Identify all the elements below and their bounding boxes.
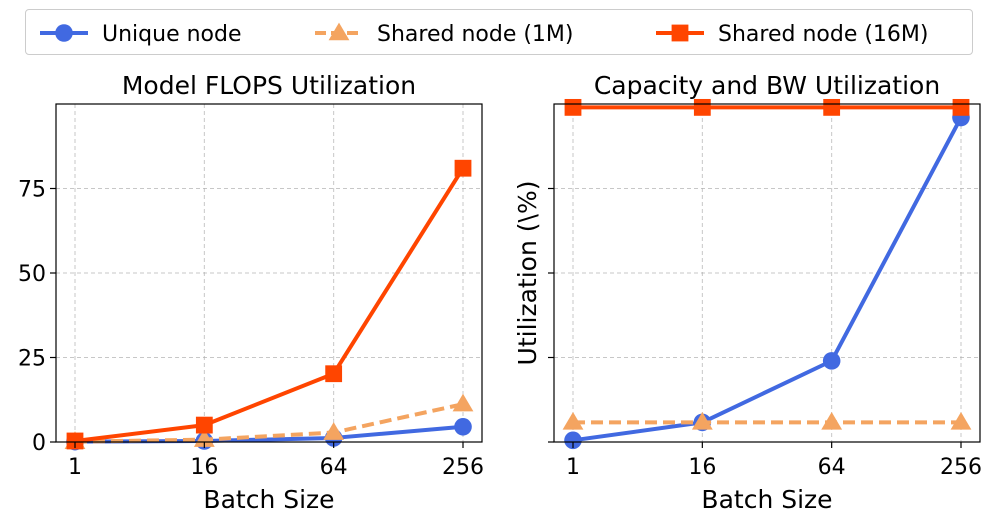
x-axis-label: Batch Size — [701, 485, 832, 514]
x-tick-label: 16 — [190, 455, 218, 480]
y-tick-label: 75 — [18, 178, 46, 203]
legend — [25, 9, 973, 55]
data-point — [564, 98, 582, 116]
data-point — [821, 411, 843, 430]
chart-capacity-bw: Capacity and BW Utilization 1 16 64 256 Bat… — [513, 71, 982, 514]
x-tick-label: 16 — [688, 455, 716, 480]
x-tick-label: 1 — [566, 455, 580, 480]
series-line — [74, 167, 465, 443]
data-point — [66, 432, 84, 450]
data-point — [822, 352, 841, 370]
data-point — [562, 411, 584, 430]
x-tick-label: 256 — [442, 455, 484, 480]
data-point — [823, 98, 841, 116]
data-point — [452, 393, 474, 412]
data-point — [691, 411, 713, 430]
data-point — [564, 431, 582, 450]
x-tick-label: 64 — [818, 455, 846, 480]
data-point — [454, 159, 472, 177]
data-point — [323, 422, 345, 440]
chart-model-flops: Model FLOPS Utilization 1 16 64 2560255075 … — [18, 71, 484, 514]
y-tick-label: 25 — [18, 347, 46, 372]
legend-entry: Shared node (16M) — [656, 22, 928, 47]
legend-entries: Unique node Shared node (1M) Shared node (… — [40, 22, 928, 47]
chart-title: Model FLOPS Utilization — [122, 71, 416, 100]
data-point — [454, 417, 472, 436]
series-line — [74, 402, 464, 444]
data-point — [195, 416, 213, 434]
data-point — [693, 98, 711, 116]
y-tick-label: 0 — [32, 431, 46, 456]
x-tick-label: 256 — [940, 455, 982, 480]
legend-marker — [328, 22, 350, 41]
data-point — [952, 98, 970, 116]
y-axis-label: Utilization (\%) — [513, 181, 542, 366]
legend-entry: Shared node (1M) — [315, 22, 574, 47]
legend-marker — [671, 24, 689, 42]
series — [66, 159, 472, 450]
legend-label: Unique node — [102, 22, 242, 47]
legend-label: Shared node (16M) — [718, 22, 928, 47]
x-axis-label: Batch Size — [203, 485, 334, 514]
data-point — [950, 411, 972, 430]
x-tick-label: 64 — [320, 455, 348, 480]
series — [564, 98, 970, 116]
y-tick-label: 50 — [18, 262, 46, 287]
x-tick-label: 1 — [68, 455, 82, 480]
series — [564, 108, 970, 450]
series — [562, 411, 972, 430]
legend-marker — [55, 24, 73, 42]
legend-label: Shared node (1M) — [377, 22, 574, 47]
chart-title: Capacity and BW Utilization — [594, 71, 940, 100]
series-line — [572, 116, 963, 443]
legend-entry: Unique node — [40, 22, 242, 47]
data-point — [325, 365, 343, 383]
